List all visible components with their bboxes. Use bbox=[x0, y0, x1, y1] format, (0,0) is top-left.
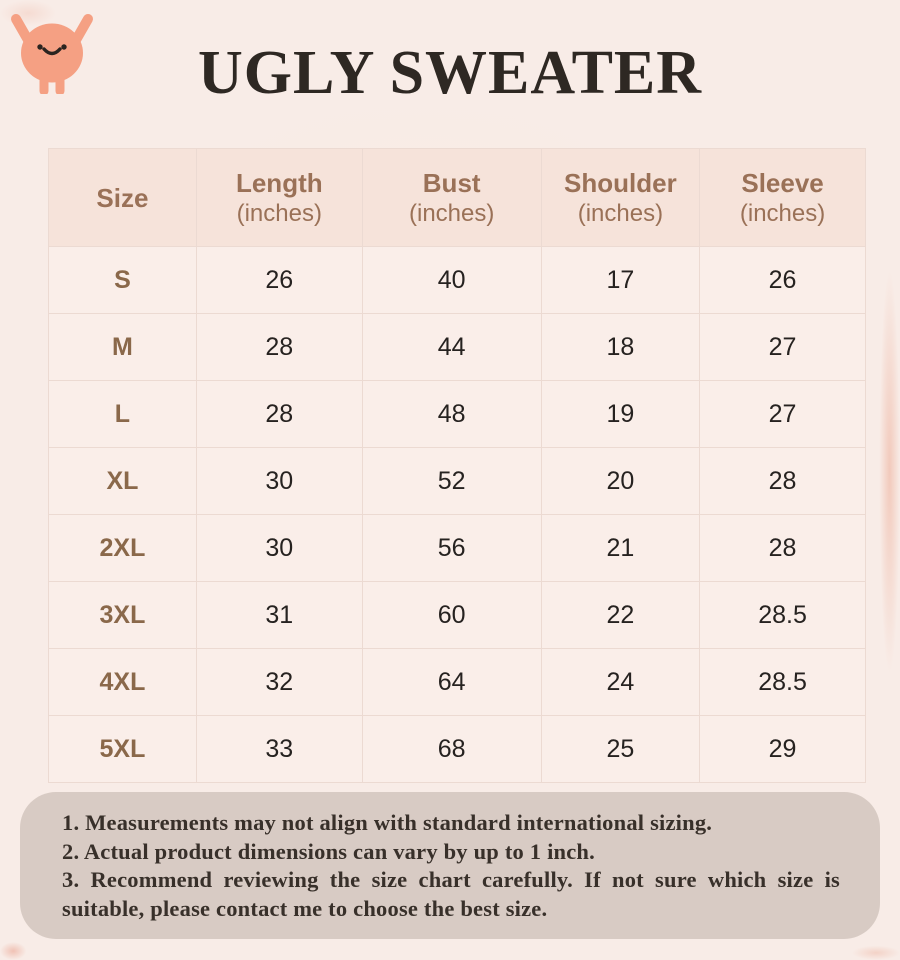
measurement-cell: 29 bbox=[699, 715, 866, 783]
note-item-3: 3. Recommend reviewing the size chart ca… bbox=[62, 867, 840, 921]
measurement-cell: 40 bbox=[361, 246, 542, 314]
size-cell: L bbox=[48, 380, 197, 448]
measurement-cell: 25 bbox=[540, 715, 701, 783]
column-header-unit: (inches) bbox=[409, 199, 495, 227]
size-cell: 3XL bbox=[48, 581, 197, 649]
measurement-cell: 27 bbox=[699, 313, 866, 381]
column-header-unit: (inches) bbox=[577, 199, 664, 227]
measurement-cell: 26 bbox=[699, 246, 866, 314]
mascot-right-eye bbox=[61, 44, 67, 50]
measurement-cell: 30 bbox=[195, 514, 363, 582]
measurement-cell: 21 bbox=[540, 514, 701, 582]
size-cell: 5XL bbox=[48, 715, 197, 783]
measurement-cell: 28 bbox=[195, 313, 363, 381]
measurement-cell: 28.5 bbox=[699, 581, 866, 649]
measurement-cell: 68 bbox=[361, 715, 542, 783]
measurement-cell: 31 bbox=[195, 581, 363, 649]
measurement-cell: 20 bbox=[540, 447, 701, 515]
column-header-label: Sleeve bbox=[741, 167, 824, 198]
measurement-cell: 28.5 bbox=[699, 648, 866, 716]
table-row-2xl: 2XL 30 56 21 28 bbox=[48, 514, 866, 582]
measurement-cell: 32 bbox=[195, 648, 363, 716]
note-item-1: 1. Measurements may not align with stand… bbox=[62, 810, 713, 835]
measurement-cell: 22 bbox=[540, 581, 701, 649]
size-cell: XL bbox=[48, 447, 197, 515]
measurement-cell: 44 bbox=[361, 313, 542, 381]
mascot-left-eye bbox=[37, 44, 43, 50]
column-header-label: Size bbox=[96, 182, 149, 213]
measurement-cell: 28 bbox=[195, 380, 363, 448]
column-header-unit: (inches) bbox=[739, 199, 826, 227]
column-header-label: Shoulder bbox=[564, 167, 677, 198]
measurement-cell: 24 bbox=[540, 648, 701, 716]
table-row-s: S 26 40 17 26 bbox=[48, 246, 866, 314]
size-cell: 2XL bbox=[48, 514, 197, 582]
measurement-cell: 28 bbox=[699, 514, 866, 582]
size-cell: M bbox=[48, 313, 197, 381]
column-header-bust: Bust (inches) bbox=[361, 148, 542, 247]
column-header-length: Length (inches) bbox=[195, 148, 363, 247]
table-row-3xl: 3XL 31 60 22 28.5 bbox=[48, 581, 866, 649]
mascot-right-arm bbox=[71, 14, 93, 45]
measurement-cell: 52 bbox=[361, 447, 542, 515]
page-title: UGLY SWEATER bbox=[197, 39, 703, 107]
size-cell: S bbox=[48, 246, 197, 314]
size-chart-table: Size Length (inches) Bust (inches) Shoul… bbox=[48, 148, 866, 783]
measurement-cell: 33 bbox=[195, 715, 363, 783]
table-row-4xl: 4XL 32 64 24 28.5 bbox=[48, 648, 866, 716]
column-header-size: Size bbox=[48, 148, 197, 247]
column-header-shoulder: Shoulder (inches) bbox=[540, 148, 701, 247]
mascot-smile bbox=[42, 47, 62, 56]
table-row-xl: XL 30 52 20 28 bbox=[48, 447, 866, 515]
table-header-row: Size Length (inches) Bust (inches) Shoul… bbox=[48, 148, 866, 247]
column-header-label: Length bbox=[235, 167, 323, 198]
measurement-cell: 64 bbox=[361, 648, 542, 716]
column-header-label: Bust bbox=[422, 167, 481, 198]
measurement-cell: 60 bbox=[361, 581, 542, 649]
measurement-cell: 27 bbox=[699, 380, 866, 448]
measurement-cell: 19 bbox=[540, 380, 701, 448]
table-row-l: L 28 48 19 27 bbox=[48, 380, 866, 448]
measurement-cell: 28 bbox=[699, 447, 866, 515]
notes-panel: 1. Measurements may not align with stand… bbox=[20, 792, 880, 939]
measurement-cell: 30 bbox=[195, 447, 363, 515]
measurement-cell: 18 bbox=[540, 313, 701, 381]
measurement-cell: 17 bbox=[540, 246, 701, 314]
column-header-unit: (inches) bbox=[236, 199, 322, 227]
size-cell: 4XL bbox=[48, 648, 197, 716]
measurement-cell: 48 bbox=[361, 380, 542, 448]
table-row-5xl: 5XL 33 68 25 29 bbox=[48, 715, 866, 783]
note-item-2: 2. Actual product dimensions can vary by… bbox=[62, 838, 595, 864]
column-header-sleeve: Sleeve (inches) bbox=[699, 148, 866, 247]
mascot-left-arm bbox=[11, 14, 33, 45]
measurement-cell: 26 bbox=[195, 246, 363, 314]
measurement-cell: 56 bbox=[361, 514, 542, 582]
table-row-m: M 28 44 18 27 bbox=[48, 313, 866, 381]
mascot-icon bbox=[11, 14, 93, 94]
